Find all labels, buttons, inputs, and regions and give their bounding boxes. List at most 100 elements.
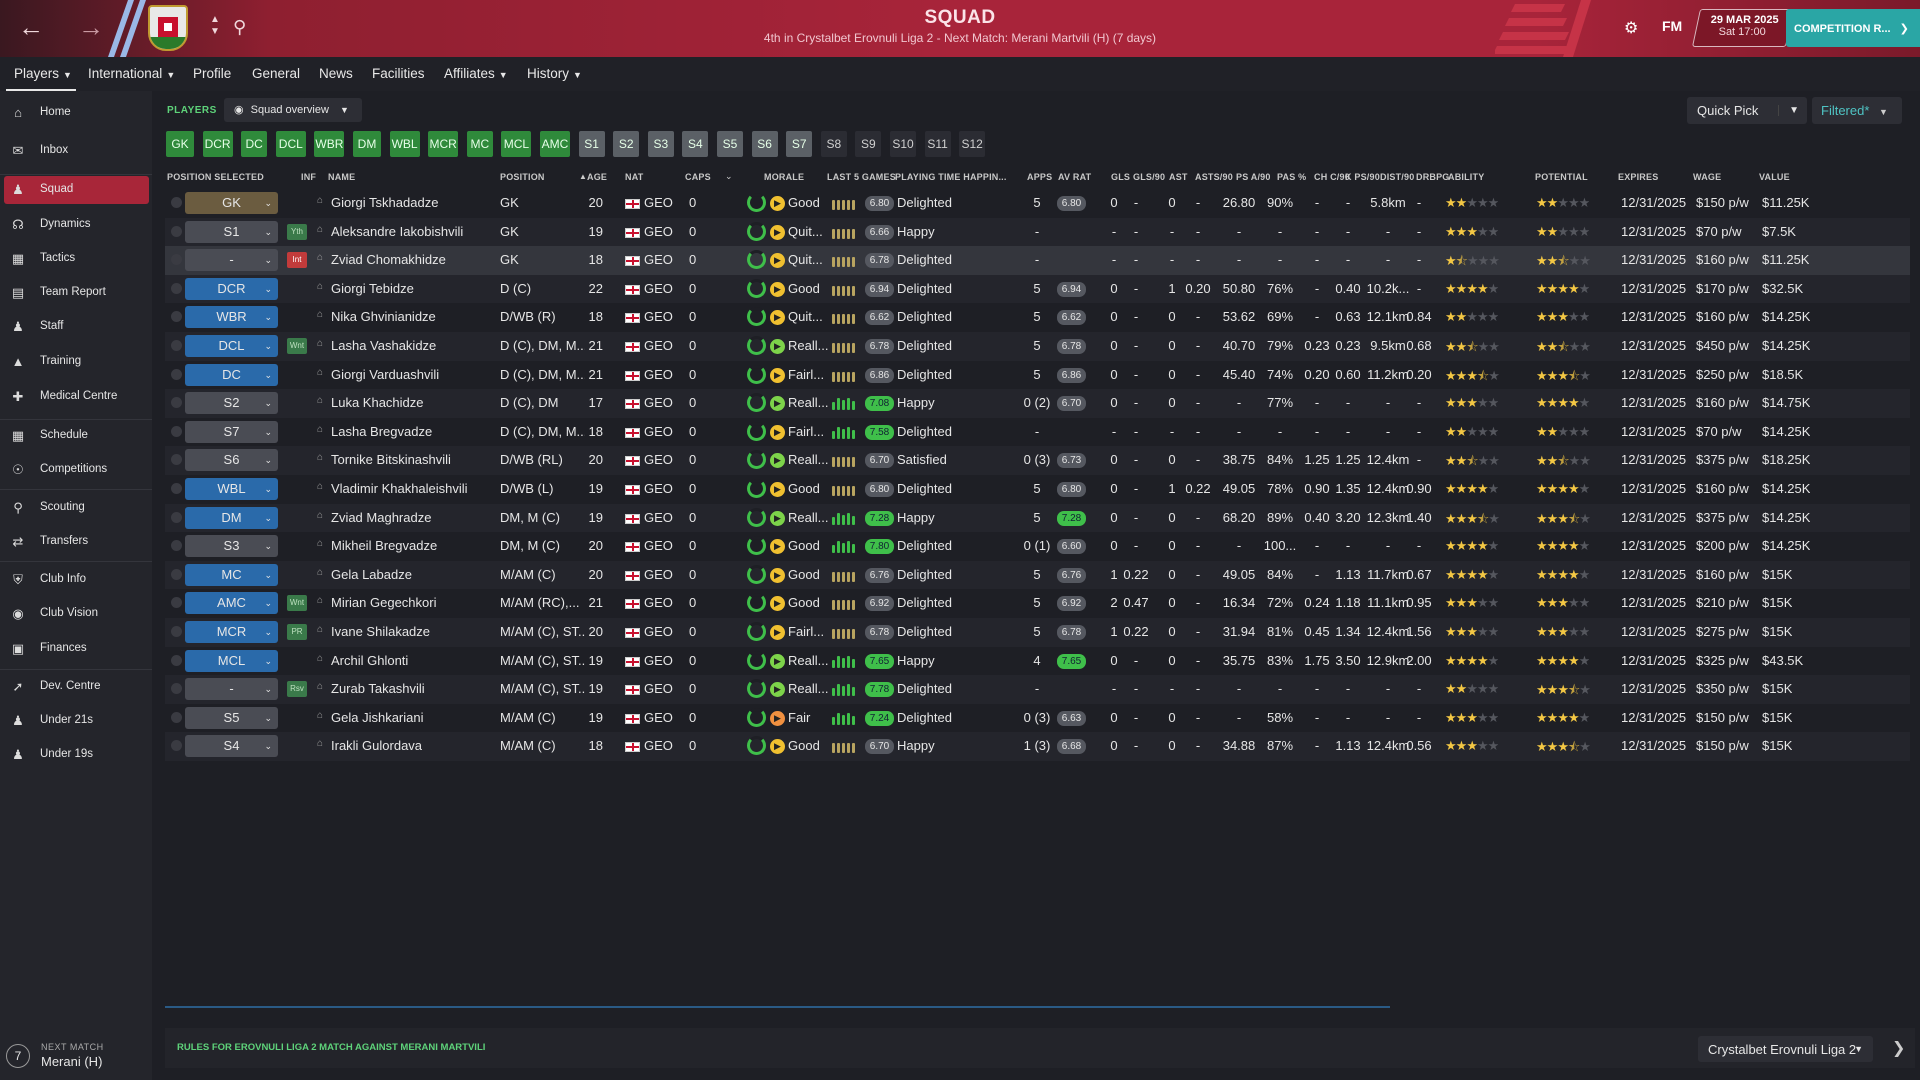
player-name[interactable]: Gela Jishkariani	[331, 709, 424, 725]
column-header[interactable]: PAS %	[1277, 172, 1307, 182]
position-selector[interactable]: WBL ⌄	[185, 478, 278, 500]
tab-international[interactable]: International ▼	[88, 66, 175, 81]
row-checkbox[interactable]	[171, 597, 182, 609]
sidebar-item-club-vision[interactable]: ◉ Club Vision	[0, 600, 152, 628]
position-pill-dcl[interactable]: DCL	[275, 131, 306, 157]
tab-affiliates[interactable]: Affiliates ▼	[444, 66, 508, 81]
column-header[interactable]: LAST 5 GAMES	[827, 172, 896, 182]
position-pill-mc[interactable]: MC	[466, 131, 493, 157]
table-row[interactable]: - ⌄ Rsv ⌂ Zurab Takashvili M/AM (C), ST... 19 G…	[165, 675, 1910, 704]
column-header[interactable]: MORALE	[764, 172, 805, 182]
fm-logo[interactable]: FM	[1662, 18, 1683, 34]
position-selector[interactable]: MCR ⌄	[185, 621, 278, 643]
row-checkbox[interactable]	[171, 654, 182, 666]
player-name[interactable]: Zviad Maghradze	[331, 509, 432, 525]
column-header[interactable]: POSITION	[500, 172, 545, 182]
position-pill-dcr[interactable]: DCR	[202, 131, 233, 157]
table-row[interactable]: S5 ⌄ ⌂ Gela Jishkariani M/AM (C) 19 GEO 0 ▶ Fair 7…	[165, 704, 1910, 733]
sidebar-item-dev-centre[interactable]: ➚ Dev. Centre	[0, 673, 152, 701]
position-pill-s8[interactable]: S8	[820, 131, 847, 157]
row-checkbox[interactable]	[171, 340, 182, 351]
table-row[interactable]: GK ⌄ ⌂ Giorgi Tskhadadze GK 20 GEO 0 ▶ Good 6.80 De…	[165, 189, 1910, 218]
player-name[interactable]: Giorgi Tebidze	[331, 280, 414, 296]
player-name[interactable]: Lasha Vashakidze	[331, 338, 437, 353]
filter-button[interactable]: Filtered* ▼	[1812, 97, 1902, 124]
table-row[interactable]: MCR ⌄ PR ⌂ Ivane Shilakadze M/AM (C), ST... 20…	[165, 618, 1910, 647]
row-checkbox[interactable]	[171, 711, 182, 723]
sidebar-item-under-19s[interactable]: ♟ Under 19s	[0, 741, 152, 769]
position-pill-wbr[interactable]: WBR	[314, 131, 345, 157]
sidebar-item-staff[interactable]: ♟ Staff	[0, 313, 152, 341]
position-pill-wbl[interactable]: WBL	[389, 131, 420, 157]
row-checkbox[interactable]	[171, 425, 182, 437]
row-checkbox[interactable]	[171, 626, 182, 637]
column-header[interactable]: AV RAT	[1058, 172, 1092, 182]
tab-general[interactable]: General	[252, 66, 300, 81]
column-header[interactable]: AGE	[587, 172, 608, 182]
sidebar-item-under-21s[interactable]: ♟ Under 21s	[0, 707, 152, 735]
tab-facilities[interactable]: Facilities	[372, 66, 425, 81]
position-selector[interactable]: GK ⌄	[185, 192, 278, 214]
position-pill-mcr[interactable]: MCR	[428, 131, 459, 157]
tab-players[interactable]: Players ▼	[14, 66, 72, 81]
table-row[interactable]: S4 ⌄ ⌂ Irakli Gulordava M/AM (C) 18 GEO 0 ▶ Good 6…	[165, 732, 1910, 761]
table-row[interactable]: - ⌄ Int ⌂ Zviad Chomakhidze GK 18 GEO 0 ▶ Quit... 6…	[165, 246, 1910, 275]
player-name[interactable]: Ivane Shilakadze	[331, 624, 431, 639]
player-name[interactable]: Zurab Takashvili	[331, 681, 425, 697]
row-checkbox[interactable]	[171, 683, 182, 695]
player-name[interactable]: Zviad Chomakhidze	[331, 252, 446, 268]
player-name[interactable]: Giorgi Tskhadadze	[331, 195, 439, 210]
position-pill-s10[interactable]: S10	[890, 131, 916, 157]
position-selector[interactable]: DCL ⌄	[185, 335, 278, 357]
table-row[interactable]: AMC ⌄ Wnt ⌂ Mirian Gegechkori M/AM (RC),... 21…	[165, 589, 1910, 618]
sidebar-item-inbox[interactable]: ✉ Inbox	[0, 137, 152, 165]
column-header[interactable]: CAPS	[685, 172, 711, 182]
table-row[interactable]: S7 ⌄ ⌂ Lasha Bregvadze D (C), DM, M... 18 GEO 0…	[165, 418, 1910, 447]
view-selector[interactable]: ◉ Squad overview ▼	[224, 98, 362, 122]
table-row[interactable]: S2 ⌄ ⌂ Luka Khachidze D (C), DM 17 GEO 0 ▶ Reall.…	[165, 389, 1910, 418]
chevron-right-icon[interactable]: ❯	[1892, 1040, 1906, 1057]
column-header[interactable]: INF	[301, 172, 317, 182]
player-name[interactable]: Mikheil Bregvadze	[331, 538, 438, 554]
position-pill-s6[interactable]: S6	[751, 131, 778, 157]
position-selector[interactable]: S4 ⌄	[185, 735, 278, 758]
column-header[interactable]: EXPIRES	[1618, 172, 1659, 182]
position-selector[interactable]: WBR ⌄	[185, 306, 278, 329]
sidebar-item-dynamics[interactable]: ☊ Dynamics	[0, 211, 152, 239]
player-name[interactable]: Mirian Gegechkori	[331, 595, 437, 611]
position-selector[interactable]: DCR ⌄	[185, 277, 278, 300]
player-name[interactable]: Giorgi Varduashvili	[331, 366, 440, 382]
position-selector[interactable]: AMC ⌄	[185, 592, 278, 615]
position-pill-amc[interactable]: AMC	[540, 131, 570, 157]
position-pill-gk[interactable]: GK	[166, 131, 194, 157]
table-row[interactable]: DCL ⌄ Wnt ⌂ Lasha Vashakidze D (C), DM, M... 2…	[165, 332, 1910, 361]
position-selector[interactable]: MCL ⌄	[185, 649, 278, 672]
sidebar-item-medical-centre[interactable]: ✚ Medical Centre	[0, 383, 152, 411]
position-pill-s7[interactable]: S7	[786, 131, 813, 157]
column-header[interactable]: WAGE	[1693, 172, 1722, 182]
table-row[interactable]: DM ⌄ ⌂ Zviad Maghradze DM, M (C) 19 GEO 0 ▶ Reall…	[165, 503, 1910, 533]
position-selector[interactable]: - ⌄	[185, 249, 278, 272]
position-selector[interactable]: S2 ⌄	[185, 392, 278, 415]
player-name[interactable]: Vladimir Khakhaleishvili	[331, 481, 468, 496]
column-header[interactable]: PLAYING TIME HAPPIN...	[895, 172, 1007, 182]
column-header[interactable]: K PS/90	[1345, 172, 1380, 182]
sidebar-item-training[interactable]: ▲ Training	[0, 348, 152, 376]
position-selector[interactable]: DC ⌄	[185, 363, 278, 386]
position-pill-s11[interactable]: S11	[924, 131, 951, 157]
position-pill-s12[interactable]: S12	[959, 131, 986, 157]
position-pill-s2[interactable]: S2	[613, 131, 640, 157]
position-selector[interactable]: - ⌄	[185, 678, 278, 701]
column-header[interactable]: DRBPG	[1416, 172, 1450, 182]
table-row[interactable]: WBR ⌄ ⌂ Nika Ghvinianidze D/WB (R) 18 GEO 0 ▶ Qui…	[165, 303, 1910, 332]
table-row[interactable]: MCL ⌄ ⌂ Archil Ghlonti M/AM (C), ST... 19 GEO 0…	[165, 647, 1910, 676]
position-selector[interactable]: S5 ⌄	[185, 706, 278, 729]
quick-pick-button[interactable]: Quick Pick ▼	[1687, 97, 1807, 124]
tab-profile[interactable]: Profile	[193, 66, 231, 81]
position-pill-s9[interactable]: S9	[855, 131, 882, 157]
position-selector[interactable]: S1 ⌄	[185, 220, 278, 243]
chevron-down-icon[interactable]: ▼	[1778, 105, 1799, 116]
row-checkbox[interactable]	[171, 511, 182, 523]
row-checkbox[interactable]	[171, 397, 182, 409]
search-icon[interactable]: ⚲	[233, 17, 247, 37]
